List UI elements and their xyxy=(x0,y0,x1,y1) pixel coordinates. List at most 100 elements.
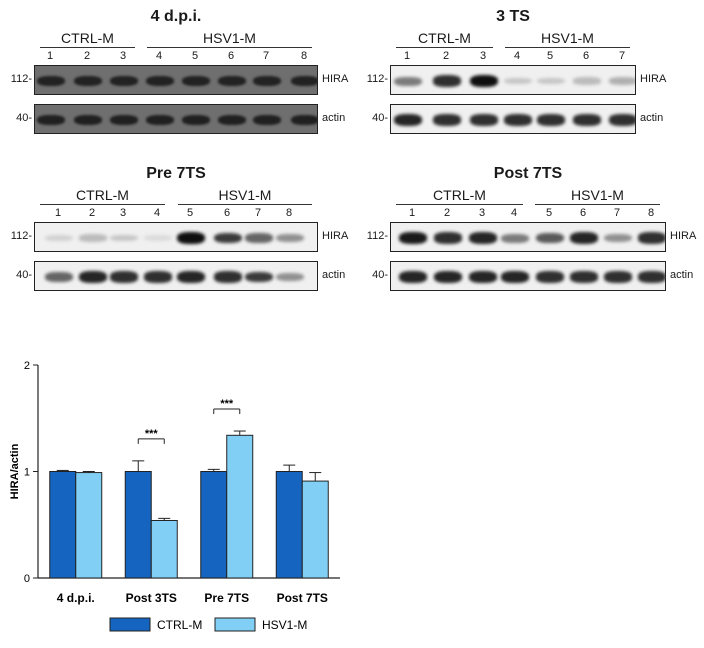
blot-band xyxy=(291,75,317,87)
blot-strip-hira xyxy=(390,222,666,252)
lane-number: 6 xyxy=(579,207,587,219)
legend-swatch xyxy=(109,617,151,632)
blot-band xyxy=(573,77,601,85)
blot-row-label-hira: HIRA xyxy=(322,230,349,242)
molecular-weight-marker: 112- xyxy=(10,230,32,242)
blot-strip-hira xyxy=(34,222,318,252)
blot-band xyxy=(74,75,102,87)
legend-label: CTRL-M xyxy=(157,618,202,632)
molecular-weight-marker: 112- xyxy=(10,73,32,85)
blot-title: Post 7TS xyxy=(493,165,563,182)
bar-ctrl-m xyxy=(124,471,152,579)
blot-title: Pre 7TS xyxy=(146,165,206,182)
group-label-ctrl: CTRL-M xyxy=(61,30,114,46)
lane-number: 2 xyxy=(442,50,450,62)
x-category-label: Post 3TS xyxy=(126,591,177,605)
lane-number: 1 xyxy=(408,207,416,219)
blot-band xyxy=(144,234,172,242)
blot-band xyxy=(74,114,102,126)
bar-ctrl-m xyxy=(200,471,228,579)
molecular-weight-marker: 40- xyxy=(16,112,32,124)
lane-number: 6 xyxy=(582,50,590,62)
blot-band xyxy=(253,114,281,126)
lane-number: 8 xyxy=(300,50,308,62)
blot-band xyxy=(110,114,138,126)
lane-number: 1 xyxy=(403,50,411,62)
group-underline xyxy=(40,204,165,205)
lane-number: 3 xyxy=(479,50,487,62)
lane-number: 5 xyxy=(545,207,553,219)
blot-strip-actin xyxy=(390,261,666,291)
lane-number: 2 xyxy=(443,207,451,219)
blot-band xyxy=(504,77,532,85)
molecular-weight-marker: 40- xyxy=(372,269,388,281)
blot-band xyxy=(45,234,73,242)
group-underline xyxy=(40,47,135,48)
group-underline xyxy=(396,204,523,205)
blot-band xyxy=(638,232,665,244)
blot-strip-hira xyxy=(34,65,318,95)
molecular-weight-marker: 112- xyxy=(366,230,388,242)
blot-row-label-actin: actin xyxy=(670,269,694,281)
blot-band xyxy=(245,271,273,283)
group-underline xyxy=(535,204,660,205)
bar-hsv1-m xyxy=(301,480,329,579)
lane-number: 4 xyxy=(510,207,518,219)
bar-hsv1-m xyxy=(226,434,254,579)
x-category-label: Pre 7TS xyxy=(204,591,249,605)
lane-number: 5 xyxy=(186,207,194,219)
blot-band xyxy=(110,234,138,242)
group-underline xyxy=(178,204,312,205)
significance-label: *** xyxy=(145,428,159,440)
blot-band xyxy=(110,271,138,283)
blot-band xyxy=(537,114,565,126)
group-label-hsv1: HSV1-M xyxy=(218,187,272,203)
bar-ctrl-m xyxy=(49,471,77,579)
bar-ctrl-m xyxy=(275,471,303,579)
blot-row-label-actin: actin xyxy=(640,112,664,124)
blot-band xyxy=(218,114,246,126)
blot-band xyxy=(276,272,304,282)
blot-band xyxy=(276,233,304,243)
group-label-hsv1: HSV1-M xyxy=(571,187,624,203)
legend-label: HSV1-M xyxy=(262,618,307,632)
blot-band xyxy=(146,114,174,126)
lane-number: 3 xyxy=(119,50,127,62)
blot-band xyxy=(433,75,461,87)
lane-number: 8 xyxy=(285,207,293,219)
lane-number: 2 xyxy=(83,50,91,62)
blot-band xyxy=(469,232,497,244)
blot-strip-actin xyxy=(390,104,636,134)
blot-band xyxy=(394,114,422,126)
molecular-weight-marker: 40- xyxy=(16,269,32,281)
group-label-ctrl: CTRL-M xyxy=(76,187,129,203)
blot-row-label-hira: HIRA xyxy=(640,73,667,85)
y-tick-label: 0 xyxy=(24,573,30,585)
lane-number: 5 xyxy=(191,50,199,62)
group-label-hsv1: HSV1-M xyxy=(541,30,594,46)
lane-number: 8 xyxy=(647,207,655,219)
lane-number: 6 xyxy=(227,50,235,62)
blot-band xyxy=(504,114,532,126)
blot-band xyxy=(604,271,632,283)
blot-band xyxy=(434,232,462,244)
molecular-weight-marker: 112- xyxy=(366,73,388,85)
blot-row-label-hira: HIRA xyxy=(322,73,349,85)
blot-band xyxy=(79,271,107,283)
blot-band xyxy=(79,234,107,242)
blot-band xyxy=(469,271,497,283)
blot-band xyxy=(37,114,65,126)
bar-hsv1-m xyxy=(150,519,178,579)
blot-band xyxy=(214,232,242,244)
blot-band xyxy=(146,75,174,87)
blot-strip-actin xyxy=(34,104,318,134)
lane-number: 3 xyxy=(478,207,486,219)
lane-number: 1 xyxy=(46,50,54,62)
lane-number: 4 xyxy=(155,50,163,62)
blot-band xyxy=(570,271,598,283)
group-underline xyxy=(147,47,312,48)
blot-band xyxy=(433,114,461,126)
lane-number: 7 xyxy=(618,50,626,62)
blot-band xyxy=(144,271,172,283)
bar-hsv1-m xyxy=(75,472,103,579)
